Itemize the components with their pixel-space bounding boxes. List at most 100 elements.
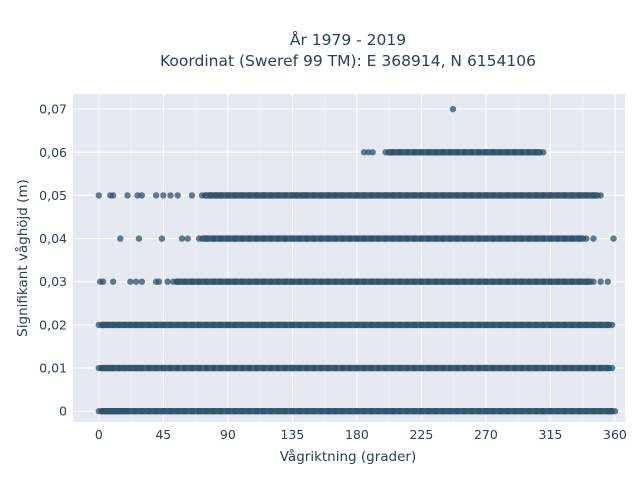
- data-point: [446, 321, 454, 329]
- data-point: [325, 408, 332, 415]
- data-point: [368, 235, 375, 242]
- data-point: [497, 408, 504, 415]
- data-point: [439, 192, 447, 199]
- data-point: [597, 364, 604, 372]
- data-point: [167, 321, 174, 329]
- data-point: [540, 408, 547, 415]
- data-point: [532, 235, 540, 242]
- data-point: [198, 192, 206, 199]
- data-point: [289, 278, 296, 285]
- data-point: [468, 235, 475, 242]
- data-point: [238, 408, 246, 415]
- data-point: [246, 364, 253, 372]
- data-point: [482, 278, 490, 285]
- data-point: [210, 321, 217, 329]
- data-point: [597, 192, 604, 199]
- data-point: [368, 364, 375, 372]
- data-point: [132, 321, 140, 329]
- data-point: [296, 235, 303, 242]
- data-point: [454, 149, 461, 156]
- data-point: [260, 408, 267, 415]
- data-point: [554, 321, 561, 329]
- data-point: [382, 364, 389, 372]
- data-point: [332, 364, 339, 372]
- data-point: [178, 235, 186, 242]
- data-point: [568, 321, 576, 329]
- data-point: [403, 408, 411, 415]
- data-point: [207, 192, 214, 199]
- x-tick-labels: 0 45 90 135 180 225 270 315 360: [95, 427, 627, 442]
- y-tick-label: 0,06: [39, 145, 67, 160]
- data-point: [121, 321, 128, 329]
- data-point: [195, 321, 203, 329]
- data-point: [281, 192, 289, 199]
- data-point: [238, 321, 246, 329]
- data-point: [231, 408, 239, 415]
- data-point: [532, 149, 540, 156]
- data-point: [339, 321, 346, 329]
- data-point: [468, 408, 475, 415]
- data-point: [368, 278, 375, 285]
- data-point: [418, 364, 425, 372]
- data-point: [339, 192, 346, 199]
- x-tick-label: 270: [474, 427, 498, 442]
- data-point: [203, 408, 210, 415]
- data-point: [274, 235, 282, 242]
- data-point: [296, 364, 303, 372]
- data-point: [260, 192, 267, 199]
- data-point: [396, 235, 404, 242]
- data-point: [468, 192, 475, 199]
- data-point: [411, 364, 418, 372]
- data-point: [411, 192, 418, 199]
- data-point: [511, 408, 518, 415]
- data-point: [389, 321, 396, 329]
- data-point: [475, 149, 482, 156]
- data-point: [382, 408, 389, 415]
- data-point: [461, 408, 468, 415]
- data-point: [568, 235, 576, 242]
- data-point: [246, 278, 253, 285]
- data-point: [167, 364, 174, 372]
- data-point: [425, 364, 432, 372]
- data-point: [174, 364, 181, 372]
- x-tick-label: 180: [345, 427, 369, 442]
- data-point: [482, 321, 490, 329]
- data-point: [360, 364, 368, 372]
- data-point: [121, 364, 128, 372]
- data-point: [583, 192, 590, 199]
- data-point: [325, 278, 332, 285]
- data-point: [561, 278, 568, 285]
- data-point: [449, 105, 457, 113]
- data-point: [525, 235, 533, 242]
- data-point: [109, 278, 117, 285]
- data-point: [561, 364, 568, 372]
- data-point: [310, 278, 318, 285]
- data-point: [411, 235, 418, 242]
- data-point: [418, 278, 425, 285]
- data-point: [382, 278, 389, 285]
- data-point: [418, 149, 425, 156]
- x-tick-label: 225: [409, 427, 433, 442]
- data-point: [203, 278, 210, 285]
- data-point: [296, 278, 303, 285]
- data-point: [382, 235, 389, 242]
- data-point: [353, 364, 361, 372]
- data-point: [99, 278, 107, 285]
- data-point: [164, 278, 171, 285]
- data-point: [325, 364, 332, 372]
- data-point: [568, 278, 576, 285]
- data-point: [525, 364, 533, 372]
- data-point: [132, 364, 140, 372]
- data-point: [547, 235, 554, 242]
- data-point: [267, 408, 275, 415]
- chart-title-line1: År 1979 - 2019: [290, 30, 406, 49]
- data-point: [138, 408, 146, 415]
- data-point: [610, 235, 617, 242]
- data-point: [339, 235, 346, 242]
- data-point: [590, 408, 597, 415]
- data-point: [138, 278, 146, 285]
- data-point: [454, 321, 461, 329]
- data-point: [115, 364, 123, 372]
- data-point: [274, 278, 282, 285]
